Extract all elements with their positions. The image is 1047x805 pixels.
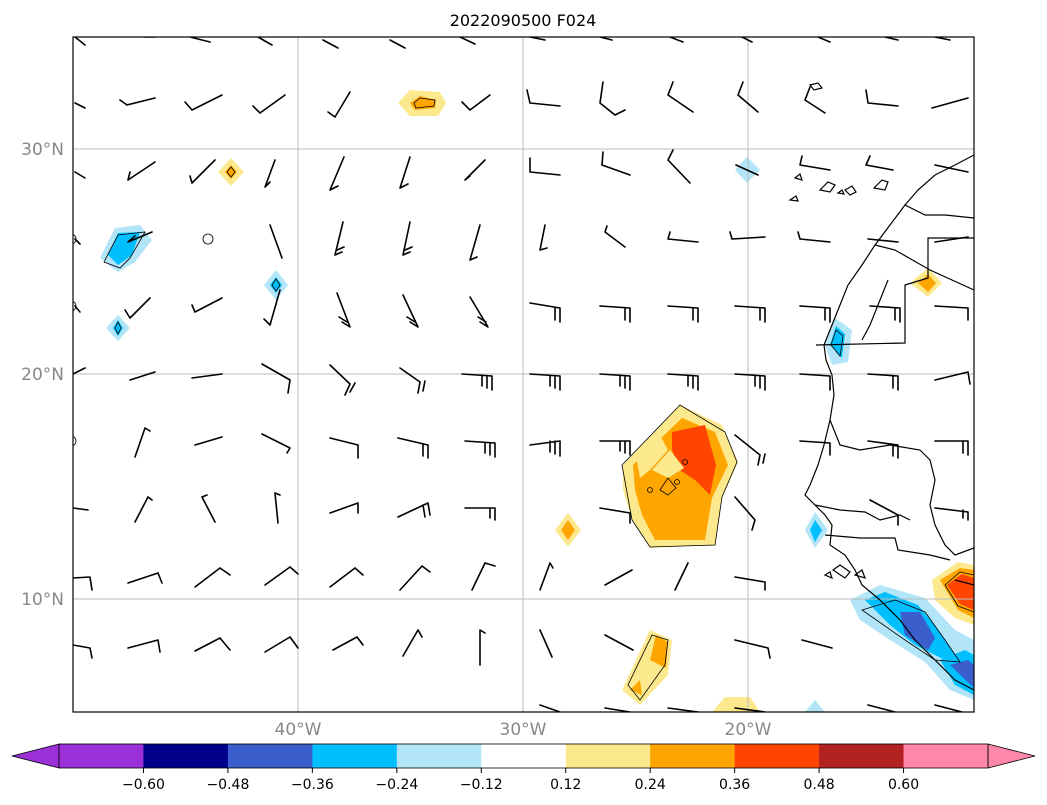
map-plot-area [73,37,974,712]
colorbar-swatch [59,744,144,768]
colorbar-swatch [396,744,482,768]
plot-frame [72,36,975,713]
colorbar-swatch [650,744,736,768]
colorbar: −0.60 −0.48 −0.36 −0.24 −0.12 0.12 0.24 0.36 0.4… [11,743,1036,793]
colorbar-tick-label: −0.24 [375,777,418,793]
colorbar-tick-label: −0.60 [122,777,165,793]
colorbar-swatch [565,744,651,768]
contour-lines [73,97,974,701]
colorbar-tick-label: 0.48 [804,777,835,793]
lat-label-30n: 30°N [21,140,64,160]
lon-label-40w: 40°W [275,720,322,740]
colorbar-tick-label: 0.12 [550,777,581,793]
colorbar-swatch [481,744,567,768]
colorbar-swatch [227,744,313,768]
colorbar-tick-label: 0.60 [888,777,919,793]
lat-label-20n: 20°N [21,365,64,385]
wind-barbs [73,37,971,712]
colorbar-tick-label: 0.36 [719,777,750,793]
colorbar-swatch [903,744,989,768]
colorbar-swatch [312,744,398,768]
anomaly-shading [100,90,974,712]
colorbar-swatch [819,744,905,768]
lat-label-10n: 10°N [21,590,64,610]
colorbar-tick-label: −0.48 [206,777,249,793]
colorbar-swatch [734,744,820,768]
map-title: 2022090500 F024 [450,11,597,30]
lon-label-20w: 20°W [725,720,772,740]
colorbar-extend-high [987,743,1036,769]
lon-label-30w: 30°W [500,720,547,740]
colorbar-swatch [143,744,229,768]
colorbar-extend-low [11,743,60,769]
colorbar-frame [58,743,989,769]
colorbar-tick-label: −0.12 [460,777,503,793]
coastlines [788,82,974,691]
colorbar-tick-label: 0.24 [635,777,666,793]
colorbar-tick-label: −0.36 [291,777,334,793]
